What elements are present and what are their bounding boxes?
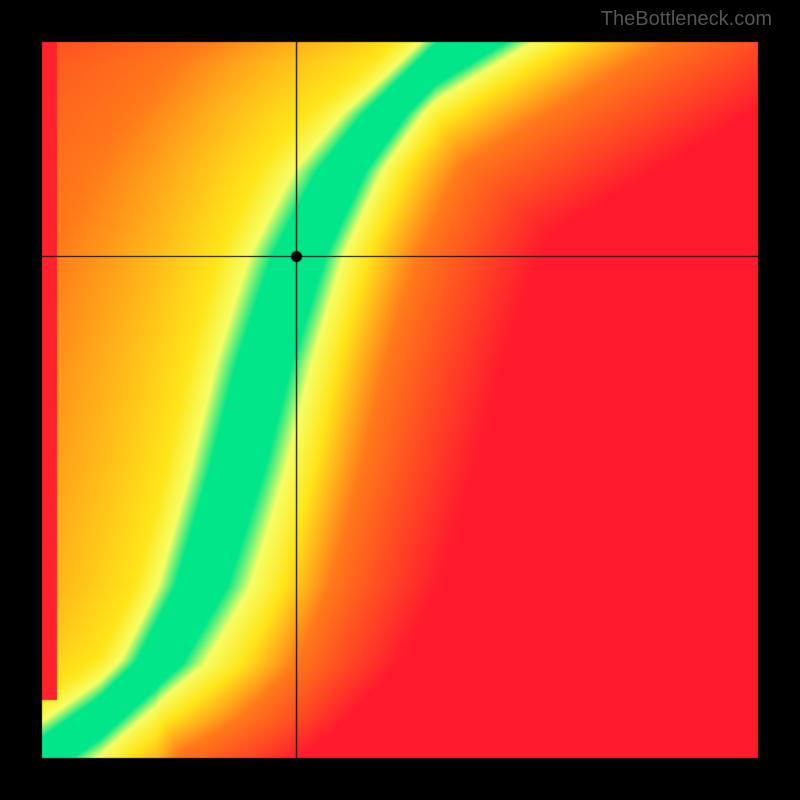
bottleneck-heatmap (0, 0, 800, 800)
watermark-text: TheBottleneck.com (601, 8, 772, 31)
